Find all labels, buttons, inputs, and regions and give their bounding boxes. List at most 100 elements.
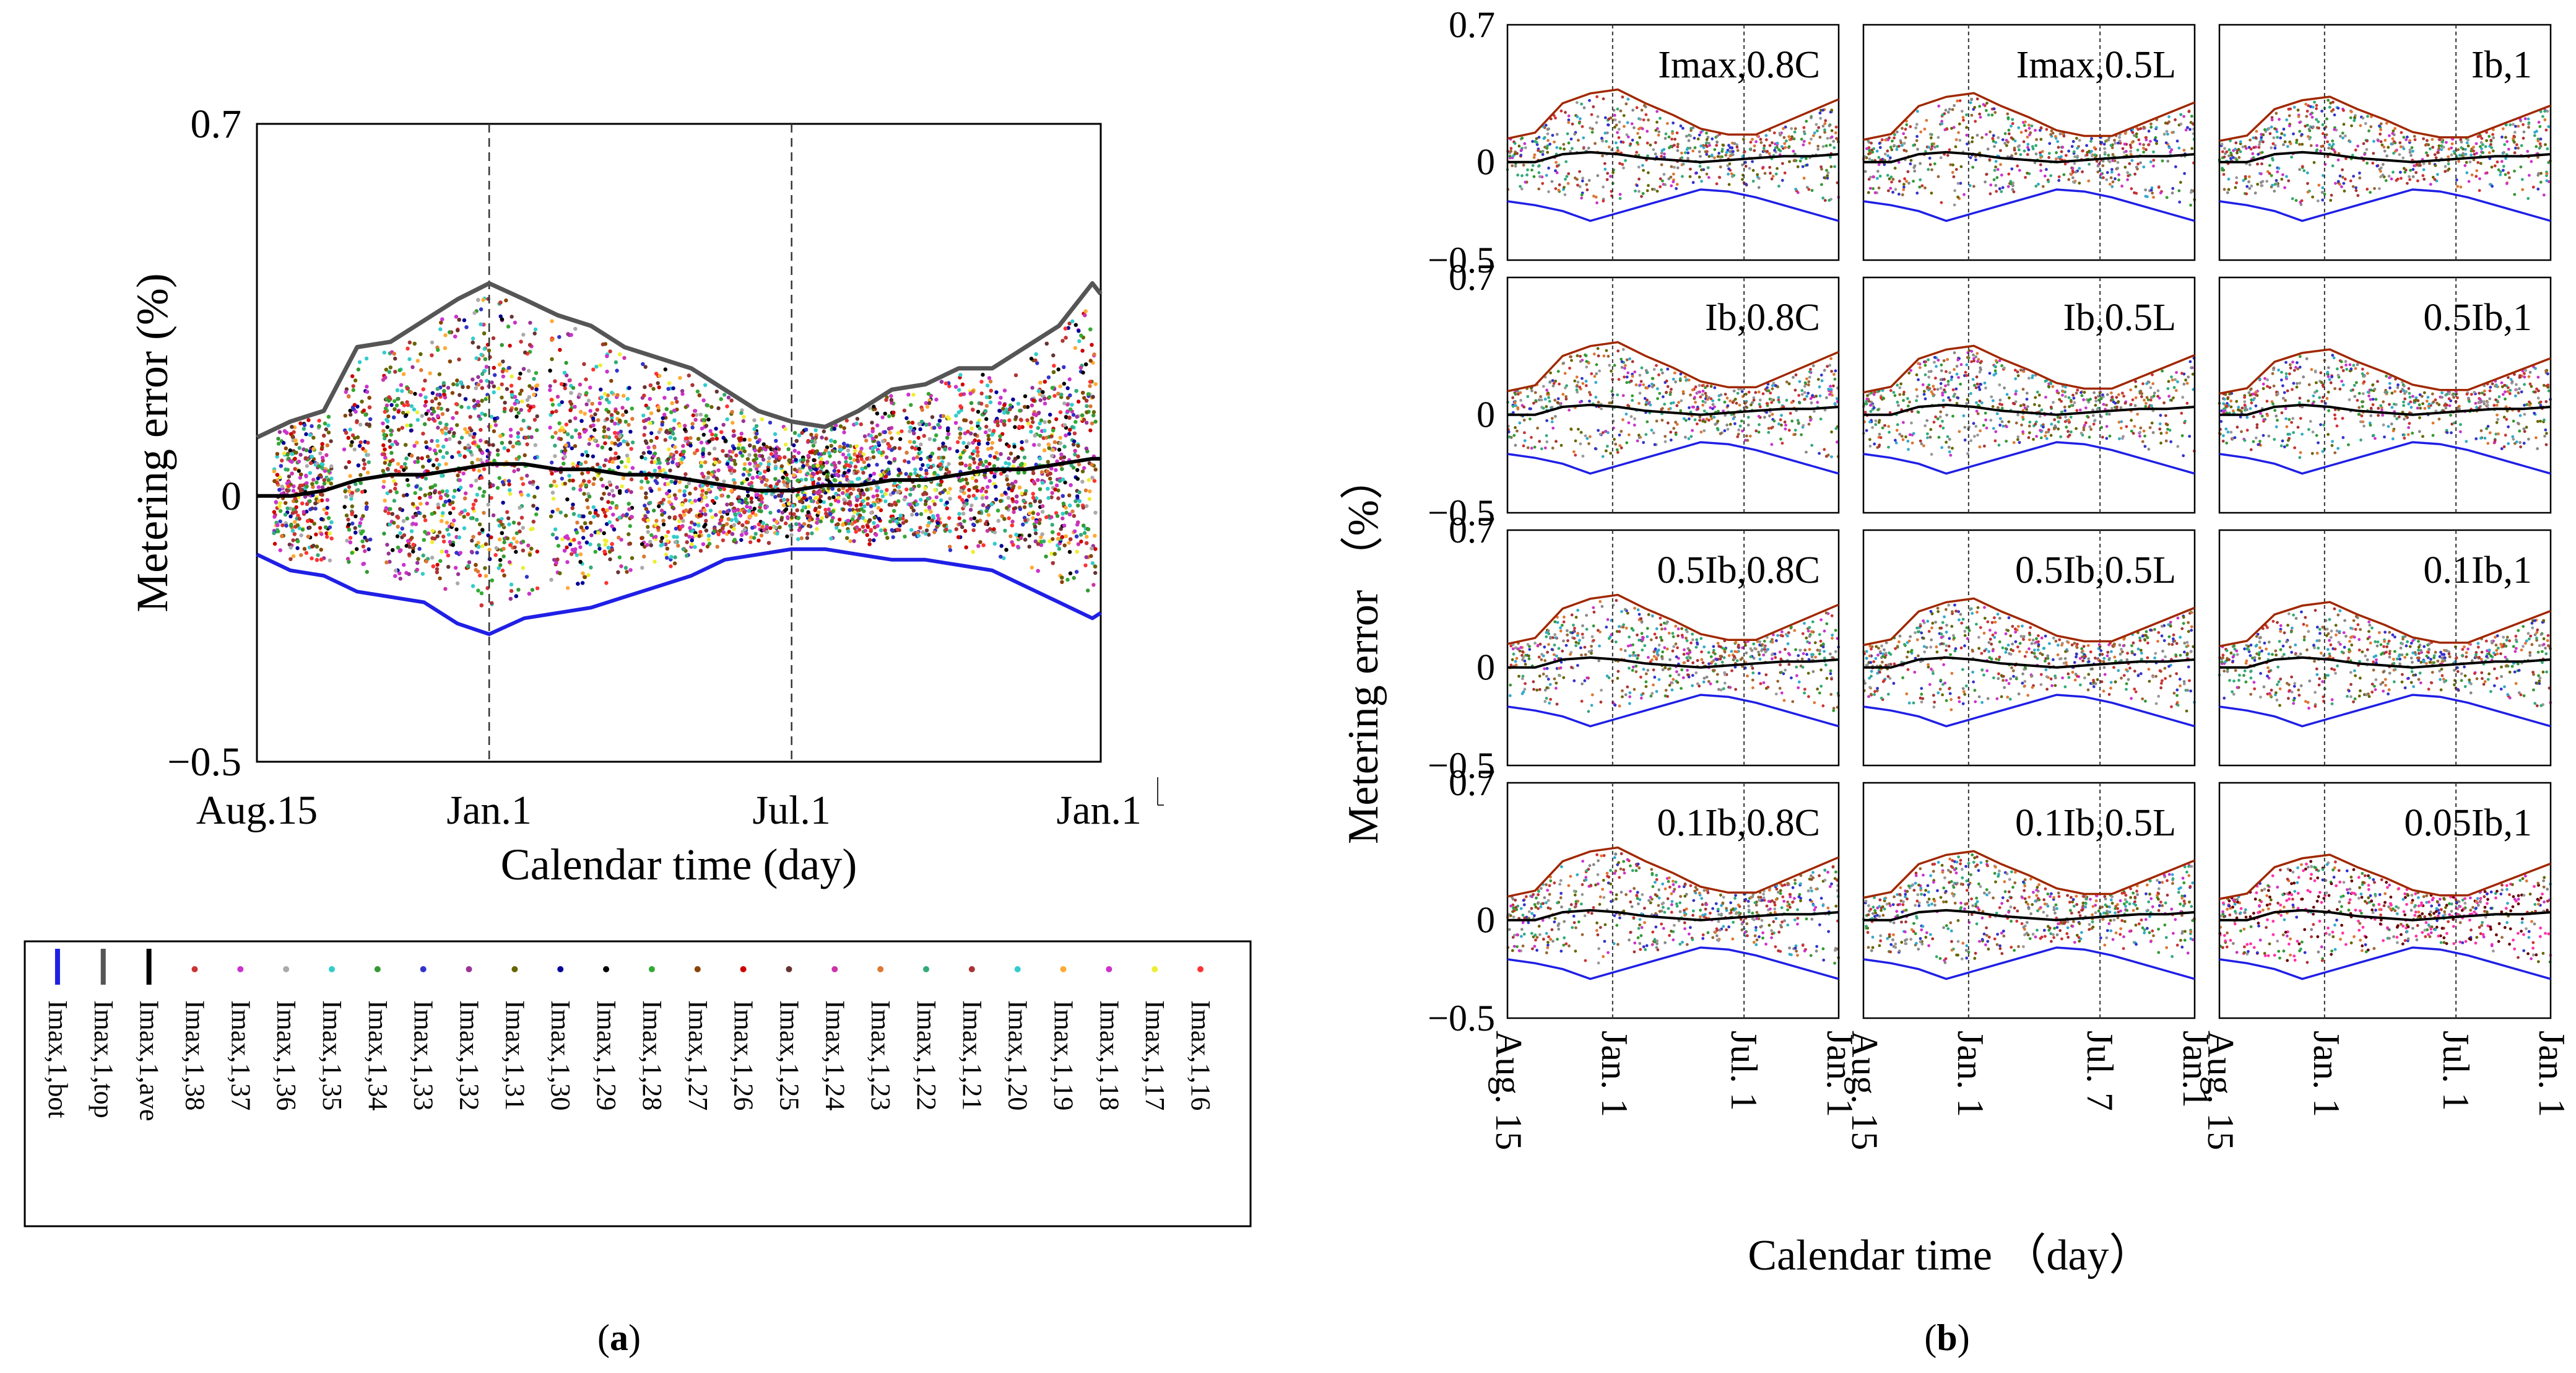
subplot-scatter-2-2 — [2218, 607, 2552, 710]
x-tick-label-a-3: Jan.1 — [1057, 788, 1142, 833]
legend-label-21: Imax,1,20 — [1003, 1000, 1033, 1110]
subplot-scatter-1-0 — [1506, 347, 1840, 458]
legend-label-15: Imax,1,26 — [729, 1000, 759, 1110]
legend-label-17: Imax,1,24 — [820, 1000, 850, 1110]
legend-label-9: Imax,1,32 — [454, 1000, 485, 1110]
subplot-title-3-1: 0.1Ib,0.5L — [2015, 802, 2176, 844]
legend-label-5: Imax,1,36 — [271, 1000, 301, 1110]
subplot-x-tick-1-0: Aug. 15 — [1844, 1031, 1885, 1150]
subplot-x-tick-0-1: Jan. 1 — [1594, 1031, 1635, 1117]
series-line-imax-1-ave — [257, 456, 1101, 498]
subplot-line-ave-0-2 — [2219, 150, 2551, 163]
subplot-x-tick-0-0: Aug. 15 — [1488, 1031, 1529, 1150]
subplot-line-top-0-2 — [2219, 95, 2551, 142]
subplot-0-0: Imax,0.8C 0.7 0 −0.5 — [1428, 4, 1841, 281]
subplot-scatter-2-1 — [1862, 603, 2197, 713]
subplot-frame-1-1 — [1862, 276, 2196, 514]
subplot-y-tick-1-2: −0.5 — [1428, 492, 1495, 533]
subplot-y-tick-1-0: 0.7 — [1449, 257, 1495, 298]
y-tick-label-a-0: 0.7 — [191, 102, 242, 147]
subplot-frame-0-2 — [2218, 24, 2552, 261]
legend-swatch-16 — [786, 966, 792, 972]
legend-swatch-23 — [1106, 966, 1112, 972]
subplot-title-0-0: Imax,0.8C — [1658, 44, 1820, 86]
subplot-frame-0-0 — [1506, 24, 1840, 261]
subplot-line-top-0-0 — [1507, 88, 1839, 140]
subplot-line-ave-3-2 — [2219, 909, 2551, 922]
subplot-frame-1-2 — [2218, 276, 2552, 514]
subplot-title-2-2: 0.1Ib,1 — [2423, 549, 2532, 591]
x-tick-label-a-0: Aug.15 — [196, 788, 318, 833]
panel-b: Imax,0.8C 0.7 0 −0.5 Imax,0.5L Ib,1 Ib,0.8C 0.7… — [1340, 4, 2572, 1279]
legend-swatch-25 — [1197, 966, 1204, 972]
legend-label-25: Imax,1,16 — [1186, 1000, 1216, 1110]
subplot-x-tick-1-1: Jan. 1 — [1950, 1031, 1991, 1117]
subplot-y-tick-2-0: 0.7 — [1449, 510, 1495, 551]
legend-swatch-21 — [1014, 966, 1021, 972]
y-tick-label-a-2: −0.5 — [167, 739, 241, 785]
subplot-line-top-0-1 — [1863, 92, 2195, 141]
subplot-scatter-2-0 — [1508, 599, 1841, 713]
subplot-line-bot-1-2 — [2219, 441, 2551, 475]
legend-label-8: Imax,1,33 — [409, 1000, 439, 1110]
subplot-0-2: Ib,1 — [2218, 24, 2552, 261]
subplot-line-ave-3-1 — [1863, 909, 2195, 922]
legend-swatch-3 — [191, 966, 198, 972]
subplot-scatter-3-1 — [1862, 853, 2196, 964]
legend-swatch-20 — [968, 966, 975, 972]
y-axis-label-a: Metering error (%) — [128, 273, 177, 612]
subplot-y-tick-0-1: 0 — [1477, 142, 1495, 183]
subplot-x-tick-0-3: Jan. 1 — [1819, 1031, 1860, 1117]
subplot-scatter-0-1 — [1862, 97, 2197, 207]
legend-label-11: Imax,1,30 — [545, 1000, 576, 1110]
scatter-cloud-a — [272, 296, 1098, 608]
subplot-line-ave-1-2 — [2219, 403, 2551, 416]
legend-swatch-6 — [329, 966, 335, 972]
legend-swatch-4 — [237, 966, 244, 972]
subplot-x-tick-0-2: Jul. 1 — [1724, 1031, 1764, 1111]
subplot-3-1: 0.1Ib,0.5L Aug. 15 Jan. 1 Jul. 7 Jan.1 — [1844, 782, 2216, 1150]
subplot-frame-2-1 — [1862, 529, 2196, 767]
subplot-line-bot-3-0 — [1507, 946, 1839, 980]
plot-frame-a — [256, 123, 1102, 763]
subplot-x-tick-2-3: Jan. 1 — [2531, 1031, 2572, 1117]
x-tick-label-a-1: Jan.1 — [446, 788, 531, 833]
legend-label-2: Imax,1,ave — [134, 1000, 165, 1121]
subplot-title-1-2: 0.5Ib,1 — [2423, 297, 2532, 339]
subplot-frame-2-2 — [2218, 529, 2552, 767]
subplot-line-bot-2-1 — [1863, 694, 2195, 728]
legend-label-12: Imax,1,29 — [591, 1000, 622, 1110]
subplot-frame-3-1 — [1862, 782, 2196, 1019]
subplot-line-bot-2-0 — [1507, 694, 1839, 728]
legend-swatch-19 — [923, 966, 929, 972]
subplot-line-top-3-1 — [1863, 850, 2195, 899]
x-axis-label-b: Calendar time （day） — [1748, 1232, 2152, 1279]
legend-label-19: Imax,1,22 — [911, 1000, 942, 1110]
subplot-frame-3-0 — [1506, 782, 1840, 1019]
legend-swatch-18 — [877, 966, 884, 972]
subplot-line-bot-3-2 — [2219, 946, 2551, 980]
subplot-line-top-1-1 — [1863, 344, 2195, 394]
subplot-title-2-1: 0.5Ib,0.5L — [2015, 549, 2176, 591]
subplot-line-top-2-2 — [2219, 601, 2551, 648]
legend-swatch-22 — [1060, 966, 1067, 972]
legend-label-16: Imax,1,25 — [774, 1000, 804, 1110]
subplot-line-top-2-1 — [1863, 597, 2195, 647]
legend-label-4: Imax,1,37 — [225, 1000, 256, 1110]
subplot-line-bot-3-1 — [1863, 946, 2195, 980]
legend-swatch-10 — [511, 966, 518, 972]
subplot-x-tick-2-2: Jul. 1 — [2435, 1031, 2476, 1111]
legend-swatch-11 — [557, 966, 564, 972]
legend-label-3: Imax,1,38 — [180, 1000, 210, 1110]
subplot-frame-0-1 — [1862, 24, 2196, 261]
subplot-y-tick-0-0: 0.7 — [1449, 4, 1495, 45]
subplot-0-1: Imax,0.5L — [1862, 24, 2197, 261]
subplot-title-1-1: Ib,0.5L — [2063, 297, 2176, 339]
series-line-imax-1-bot — [256, 547, 1102, 636]
legend-label-1: Imax,1,top — [89, 1000, 119, 1118]
subplot-y-tick-3-0: 0.7 — [1449, 762, 1495, 803]
subplot-line-ave-0-0 — [1507, 150, 1839, 163]
subplot-x-tick-1-2: Jul. 7 — [2079, 1031, 2120, 1111]
